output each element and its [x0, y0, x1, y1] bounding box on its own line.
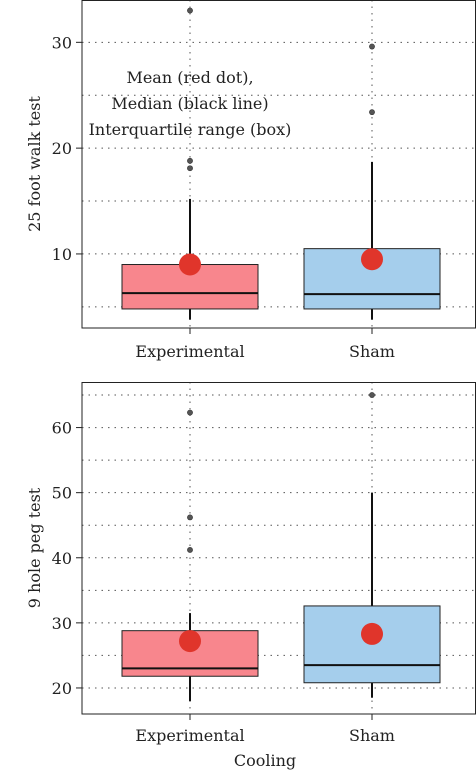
chart-panel-2: 20 30 40 50 60 9 hole peg test Experimental Sha… [25, 382, 476, 770]
box-sham [303, 43, 441, 320]
box-experimental [121, 409, 259, 701]
mean-dot [179, 253, 201, 276]
y-tick-label: 40 [52, 549, 72, 568]
x-axis-label: Cooling [234, 751, 296, 770]
annotation-line: Mean (red dot), [126, 68, 253, 87]
y-tick-label: 30 [52, 33, 72, 52]
outlier-point [187, 7, 193, 14]
y-tick-label: 30 [52, 614, 72, 633]
outlier-point [369, 43, 375, 50]
chart-panel-1: 10 20 30 25 foot walk test Experimental Sham M… [25, 0, 476, 361]
y-tick-label: 10 [52, 245, 72, 264]
mean-dot [179, 630, 201, 653]
outlier-point [187, 547, 193, 553]
y-tick-label: 60 [52, 419, 72, 438]
outlier-point [187, 165, 193, 172]
annotation-line: Median (black line) [111, 94, 268, 113]
x-tick-label: Sham [349, 726, 395, 745]
y-axis-label: 9 hole peg test [25, 487, 44, 608]
annotation-line: Interquartile range (box) [89, 120, 292, 139]
y-tick-label: 20 [52, 139, 72, 158]
mean-dot [361, 622, 383, 645]
y-tick-label: 20 [52, 679, 72, 698]
outlier-point [369, 109, 375, 116]
outlier-point [187, 409, 193, 416]
y-axis-label: 25 foot walk test [25, 96, 44, 232]
x-tick-label: Sham [349, 342, 395, 361]
box-experimental [121, 7, 259, 320]
x-tick-label: Experimental [135, 726, 244, 745]
outlier-point [369, 392, 375, 398]
y-tick-label: 50 [52, 484, 72, 503]
mean-dot [361, 248, 383, 271]
outlier-point [187, 514, 193, 521]
outlier-point [187, 157, 193, 164]
x-tick-label: Experimental [135, 342, 244, 361]
box-sham [303, 392, 441, 698]
